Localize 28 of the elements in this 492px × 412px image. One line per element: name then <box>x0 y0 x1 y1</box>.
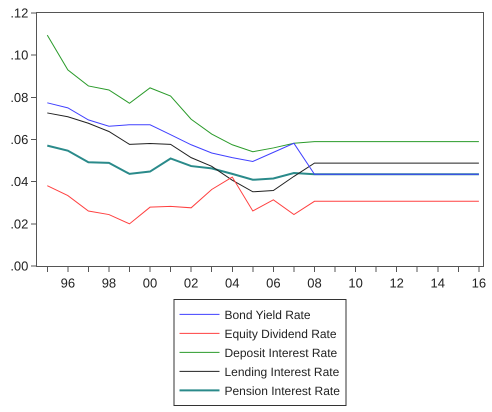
y-tick-label: .04 <box>10 174 28 190</box>
legend-label: Deposit Interest Rate <box>224 346 338 360</box>
line-series <box>46 34 480 152</box>
legend-label: Lending Interest Rate <box>224 365 340 380</box>
line-series <box>46 112 480 192</box>
y-tick-label: .06 <box>10 132 28 148</box>
y-tick-label: .00 <box>10 258 28 274</box>
legend-label: Equity Dividend Rate <box>224 327 337 342</box>
y-tick-label: .12 <box>10 6 28 21</box>
x-tick-label: 96 <box>60 276 76 291</box>
x-tick-label: 02 <box>184 276 198 291</box>
legend-label: Bond Yield Rate <box>224 308 311 322</box>
line-series <box>46 144 480 181</box>
x-tick-label: 10 <box>348 276 363 291</box>
x-tick-label: 12 <box>389 276 404 291</box>
x-tick-label: 98 <box>102 276 116 291</box>
y-tick-label: .08 <box>10 90 28 105</box>
x-tick-label: 04 <box>225 276 240 291</box>
legend-label: Pension Interest Rate <box>224 384 340 398</box>
line-series <box>46 102 480 175</box>
y-tick-label: .10 <box>10 48 28 63</box>
x-tick-label: 08 <box>307 276 322 291</box>
x-tick-label: 06 <box>266 276 281 291</box>
x-tick-label: 00 <box>142 276 158 291</box>
x-tick-label: 14 <box>430 276 446 291</box>
x-tick-label: 16 <box>472 276 486 291</box>
line-series <box>46 176 480 224</box>
y-tick-label: .02 <box>10 216 28 232</box>
